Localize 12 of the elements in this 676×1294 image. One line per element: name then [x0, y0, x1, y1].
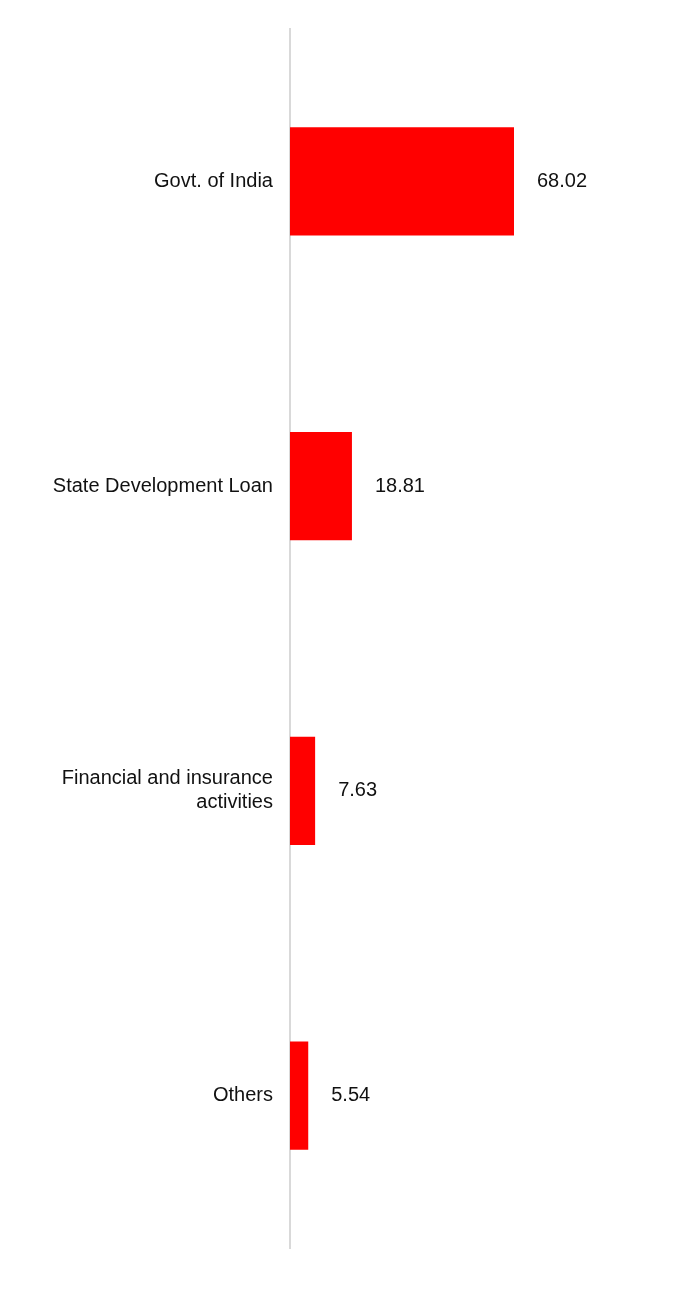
bar [290, 1041, 309, 1150]
data-label: 5.54 [331, 1083, 371, 1106]
y-tick-label: State Development Loan [52, 473, 273, 496]
data-label: 7.63 [338, 778, 378, 801]
y-tick-label: Financial and insurance activities [61, 766, 273, 813]
bar [290, 127, 514, 236]
y-tick-label: Govt. of India [154, 168, 274, 191]
y-tick-label: Others [212, 1083, 273, 1106]
data-label: 18.81 [374, 473, 426, 496]
bar [290, 736, 316, 845]
bar [290, 432, 352, 541]
data-label: 68.02 [537, 168, 588, 191]
